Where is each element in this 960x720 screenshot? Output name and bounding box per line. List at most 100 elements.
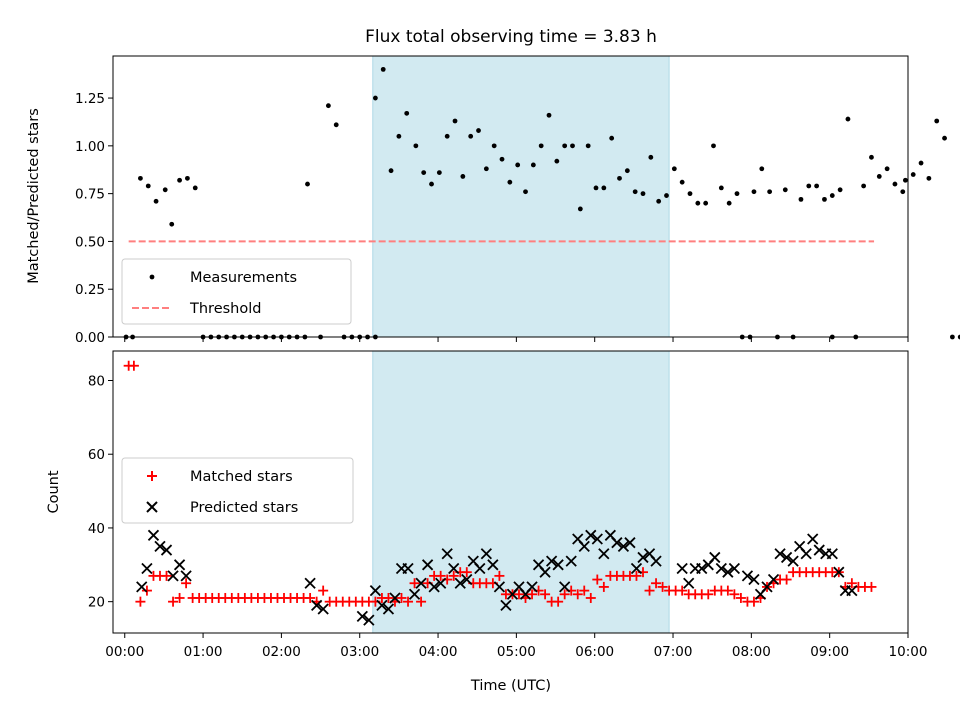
predicted-star-point	[480, 548, 492, 560]
x-tick-label: 09:00	[810, 644, 849, 660]
matched-star-point	[592, 574, 603, 585]
matched-star-point	[644, 585, 655, 596]
matched-star-point	[161, 570, 172, 581]
matched-star-point	[448, 570, 459, 581]
x-tick-label: 02:00	[262, 644, 301, 660]
predicted-star-point	[578, 540, 590, 553]
predicted-star-point	[421, 559, 434, 571]
measurement-point	[624, 168, 630, 174]
matched-star-point	[396, 592, 407, 603]
x-tick-label: 04:00	[419, 644, 458, 660]
predicted-star-point	[650, 555, 662, 567]
matched-star-point	[141, 585, 152, 596]
predicted-star-point	[141, 562, 153, 575]
x-tick-label: 03:00	[340, 644, 379, 660]
measurement-point	[138, 175, 143, 181]
predicted-star-point	[624, 537, 636, 549]
predicted-star-point	[539, 566, 551, 578]
measurement-point	[751, 189, 757, 195]
predicted-star-point	[611, 537, 623, 549]
matched-star-point	[128, 360, 139, 371]
measurement-point	[845, 116, 851, 122]
measurement-point	[876, 174, 882, 179]
predicted-star-point	[363, 614, 375, 626]
measurement-point	[468, 133, 474, 139]
predicted-star-point	[376, 599, 388, 611]
measurement-point	[902, 177, 908, 183]
top-y-tick-label: 0.00	[75, 330, 105, 346]
top-y-tick-label: 0.75	[75, 187, 105, 203]
matched-star-point	[318, 585, 329, 596]
matched-star-point	[383, 592, 394, 603]
predicted-star-point	[728, 562, 741, 575]
matched-star-point	[735, 592, 746, 603]
measurement-point	[918, 160, 924, 166]
measurement-point	[687, 191, 693, 197]
measurement-point	[460, 174, 466, 179]
predicted-star-point	[500, 599, 512, 611]
predicted-star-point	[415, 577, 427, 589]
measurement-point	[814, 183, 820, 189]
measurement-point	[325, 103, 331, 109]
matched-star-point	[513, 589, 524, 600]
predicted-star-point	[741, 570, 754, 582]
x-tick-label: 05:00	[497, 644, 536, 660]
measurement-point	[145, 183, 151, 189]
top-legend-box	[121, 258, 352, 325]
predicted-star-point	[545, 555, 558, 567]
measurement-point	[822, 196, 827, 202]
predicted-star-point	[559, 581, 571, 593]
legend-predicted-label: Predicted stars	[190, 500, 298, 516]
measurement-point	[388, 168, 394, 174]
measurement-point	[703, 200, 709, 206]
x-tick-label: 07:00	[654, 644, 693, 660]
measurement-point	[429, 181, 434, 187]
legend-measurements-marker	[149, 274, 155, 280]
predicted-star-point	[493, 581, 506, 593]
predicted-star-point	[454, 577, 466, 589]
measurement-point	[413, 143, 419, 149]
predicted-star-point	[787, 555, 799, 567]
predicted-star-point	[474, 562, 486, 575]
predicted-star-point	[846, 584, 858, 597]
predicted-star-point	[408, 588, 421, 600]
x-tick-label: 00:00	[105, 644, 144, 660]
matched-star-point	[403, 596, 414, 607]
measurement-point	[333, 122, 339, 128]
measurement-point	[640, 191, 646, 197]
measurement-point	[177, 177, 182, 183]
top-y-tick-label: 1.00	[75, 139, 105, 155]
measurement-point	[601, 185, 607, 191]
matched-star-point	[585, 592, 596, 603]
top-series-1	[123, 66, 960, 340]
predicted-star-point	[591, 533, 603, 545]
measurement-point	[185, 175, 190, 181]
bottom-axes-frame	[112, 350, 909, 634]
measurement-point	[949, 334, 955, 340]
top-legend: Measurements Threshold	[121, 258, 352, 325]
measurement-point	[892, 181, 898, 187]
predicted-star-point	[441, 548, 453, 560]
predicted-star-point	[715, 562, 727, 575]
measurement-point	[664, 193, 669, 198]
measurement-point	[444, 133, 450, 139]
matched-star-point	[631, 570, 642, 581]
matched-star-point	[703, 589, 714, 600]
predicted-star-point	[428, 581, 440, 593]
measurement-point	[782, 187, 788, 193]
measurement-point	[900, 189, 906, 195]
predicted-star-point	[598, 548, 610, 560]
measurement-point	[957, 334, 960, 340]
measurement-point	[711, 143, 716, 149]
predicted-star-point	[774, 548, 786, 560]
matched-star-point	[657, 581, 668, 592]
predicted-star-point	[448, 562, 460, 575]
predicted-star-point	[826, 548, 838, 560]
predicted-star-point	[402, 562, 414, 575]
measurement-point	[837, 187, 843, 193]
measurement-point	[656, 198, 662, 204]
predicted-star-point	[617, 540, 630, 553]
measurement-point	[380, 66, 386, 72]
measurement-point	[570, 143, 575, 149]
